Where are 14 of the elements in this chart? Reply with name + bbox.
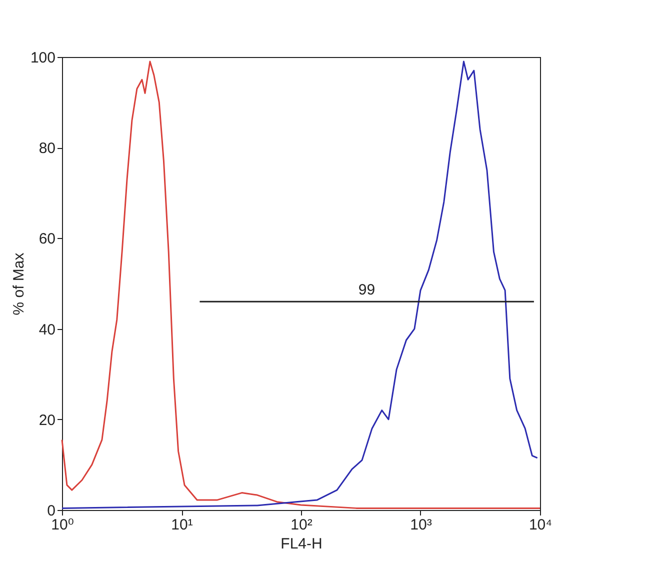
x-tick-label: 10² xyxy=(290,516,312,534)
x-tick-label: 10³ xyxy=(410,516,432,534)
y-tick-label: 100 xyxy=(30,50,56,66)
x-tick-label: 10⁴ xyxy=(528,516,552,534)
y-tick-label: 0 xyxy=(47,502,56,520)
y-axis-title: % of Max xyxy=(10,252,28,316)
x-tick-label: 10¹ xyxy=(171,516,193,534)
x-axis-title: FL4-H xyxy=(280,536,322,552)
y-tick-label: 60 xyxy=(38,230,56,248)
y-tick-label: 80 xyxy=(38,140,56,158)
annotation: 99 xyxy=(358,282,376,299)
y-tick-label: 20 xyxy=(38,412,56,429)
x-tick-label: 10⁰ xyxy=(51,516,74,534)
y-tick-label: 40 xyxy=(38,321,56,338)
